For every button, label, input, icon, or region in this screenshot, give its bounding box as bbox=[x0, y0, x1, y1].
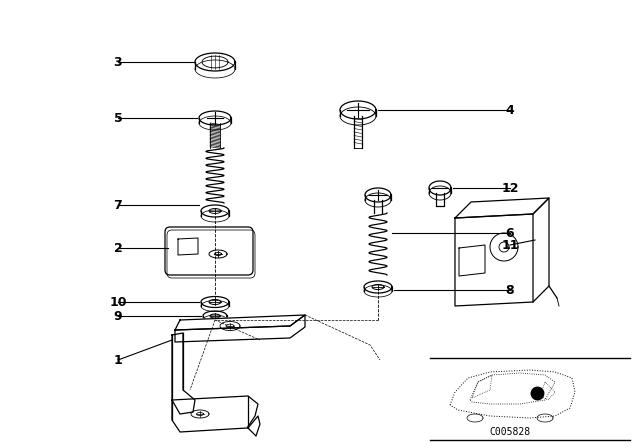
Polygon shape bbox=[175, 315, 305, 342]
Text: 8: 8 bbox=[506, 284, 515, 297]
Text: 4: 4 bbox=[506, 103, 515, 116]
Polygon shape bbox=[172, 333, 195, 414]
Text: 12: 12 bbox=[501, 181, 519, 194]
Text: 10: 10 bbox=[109, 296, 127, 309]
Text: 1: 1 bbox=[114, 353, 122, 366]
Text: C005828: C005828 bbox=[490, 427, 531, 437]
Text: 2: 2 bbox=[114, 241, 122, 254]
Text: 7: 7 bbox=[114, 198, 122, 211]
Text: 5: 5 bbox=[114, 112, 122, 125]
Text: 9: 9 bbox=[114, 310, 122, 323]
Text: 6: 6 bbox=[506, 227, 515, 240]
Polygon shape bbox=[172, 396, 258, 432]
Polygon shape bbox=[175, 315, 305, 330]
Text: 11: 11 bbox=[501, 238, 519, 251]
Text: 3: 3 bbox=[114, 56, 122, 69]
